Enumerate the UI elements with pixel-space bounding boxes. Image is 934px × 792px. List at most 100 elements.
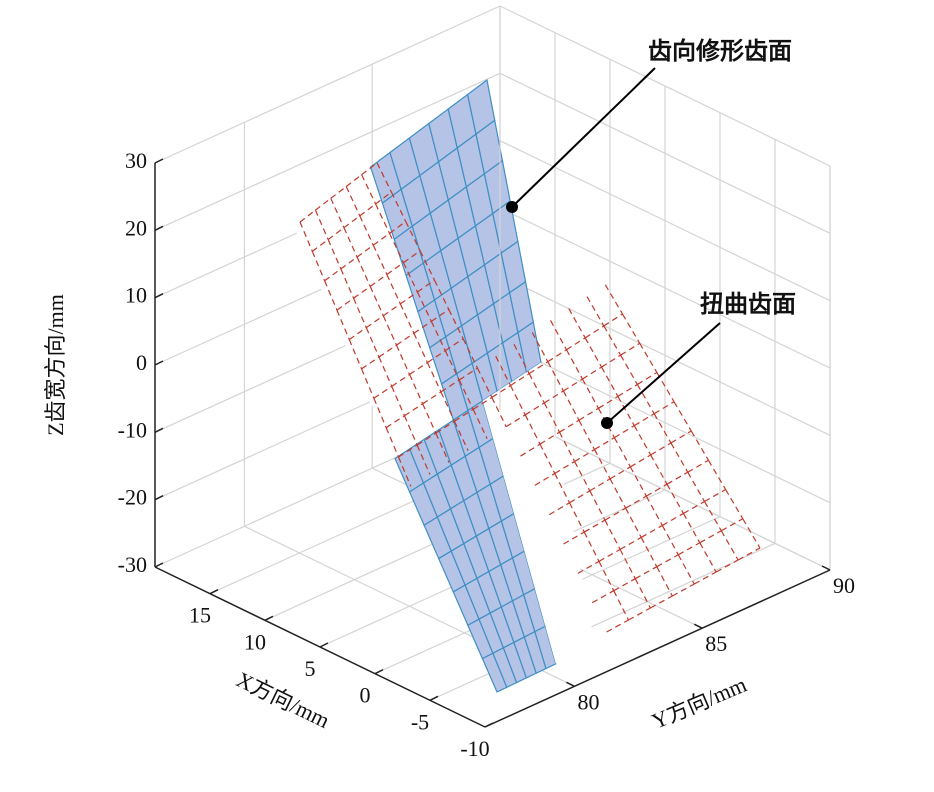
surface-cell [388,275,418,324]
surface-line [403,415,418,446]
y-axis-label: Y方向/mm [648,672,750,734]
surface-cell [401,311,430,359]
surface-line [547,349,567,363]
y-axis-line [484,569,831,728]
z-tick [154,158,164,164]
surface-line [613,437,631,468]
surface-line [448,309,464,340]
surface-line [361,174,377,205]
surface-line [614,425,635,439]
surface-line [625,507,642,538]
surface-line [672,583,695,597]
surface-line [386,262,404,276]
surface-line [340,256,358,270]
surface-line [583,519,606,533]
surface-line [598,548,621,562]
surface-line [569,490,591,504]
surface-line [609,466,631,480]
surface-line [361,356,380,370]
z-tick-label: -30 [118,552,147,577]
surface-line [653,401,675,415]
x-tick-label: 5 [305,656,316,681]
surface-line [353,285,371,299]
x-tick-label: 15 [189,603,211,628]
surface-line [621,313,641,344]
surface-line [372,232,390,246]
x-tick-label: 0 [360,683,371,708]
surface-line [677,542,701,556]
surface-line [601,354,621,368]
surface-line [391,386,405,416]
surface-line [505,414,526,428]
surface-line [369,286,384,316]
surface-cell [340,265,372,313]
surface-line [589,478,611,492]
surface-line [606,619,629,633]
surface-cell [365,380,396,426]
surface-cell [293,210,327,259]
surface-line [544,390,564,404]
surface-line [645,495,663,526]
surface-line [637,371,658,385]
surface-cell [568,564,588,611]
surface-line [591,590,615,604]
surface-line [640,537,658,567]
surface-cell [381,369,411,415]
z-axis-label: Z齿宽方向/mm [43,294,68,436]
surface-line [314,209,329,240]
surface-line [687,471,706,502]
surface-line [699,542,717,573]
surface-line [583,531,600,562]
surface-line [386,274,401,305]
surface-line [395,344,411,375]
surface-line [661,525,679,556]
surface-cell [307,244,341,292]
surface-line [382,315,398,346]
z-tick-label: 30 [125,148,147,173]
surface-line [707,459,727,490]
surface-line [568,308,586,339]
annotation: 齿向修形齿面 [648,37,792,65]
surface-line [336,309,350,340]
surface-line [430,321,446,351]
z-tick-label: -20 [118,485,147,510]
surface-cell [516,459,540,507]
surface-line [413,332,428,363]
surface-cell [555,615,576,660]
surface-line [633,425,652,456]
surface-line [324,280,338,311]
surface-cell [526,362,549,412]
surface-line [539,431,560,445]
surface-line [458,379,474,410]
surface-line [565,349,583,380]
z-tick [154,562,164,568]
surface-line [373,398,387,428]
axes: -30 -20 -10 0 10 20 30 15 10 5 0 -5 -10 80 85 90 [118,6,855,761]
surface-line [409,362,428,375]
surface-line [359,215,374,246]
surface-cell [506,420,530,468]
surface-line [550,320,568,351]
surface-line [617,383,638,397]
x-tick-label: -10 [460,736,489,761]
surface-line [311,251,326,281]
surface-cell [482,391,507,439]
grid-line [429,542,776,701]
surface-line [376,162,392,193]
surfaces [293,78,761,693]
surface-line [405,221,421,252]
surface-line [554,460,575,474]
surface-line [699,530,722,544]
surface-line [402,262,418,293]
surface-line [458,367,478,381]
surface-line [604,519,621,550]
surface-line [365,315,384,329]
surface-cell [513,506,537,552]
surface-line [327,227,345,241]
surface-line [693,571,717,585]
surface-line [528,361,549,375]
surface-line [721,518,744,532]
surface-line [330,186,347,199]
surface-line [584,337,603,368]
